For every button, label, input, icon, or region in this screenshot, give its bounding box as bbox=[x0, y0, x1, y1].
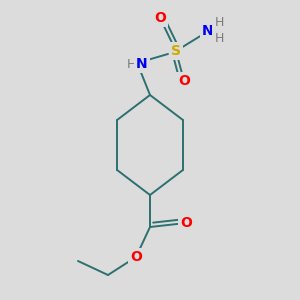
Text: H: H bbox=[126, 58, 136, 70]
Text: N: N bbox=[202, 24, 214, 38]
Text: H: H bbox=[214, 16, 224, 29]
Text: O: O bbox=[180, 216, 192, 230]
Text: N: N bbox=[136, 57, 148, 71]
Text: O: O bbox=[154, 11, 166, 25]
Text: H: H bbox=[214, 32, 224, 46]
Text: S: S bbox=[171, 44, 181, 58]
Text: O: O bbox=[178, 74, 190, 88]
Text: O: O bbox=[130, 250, 142, 264]
